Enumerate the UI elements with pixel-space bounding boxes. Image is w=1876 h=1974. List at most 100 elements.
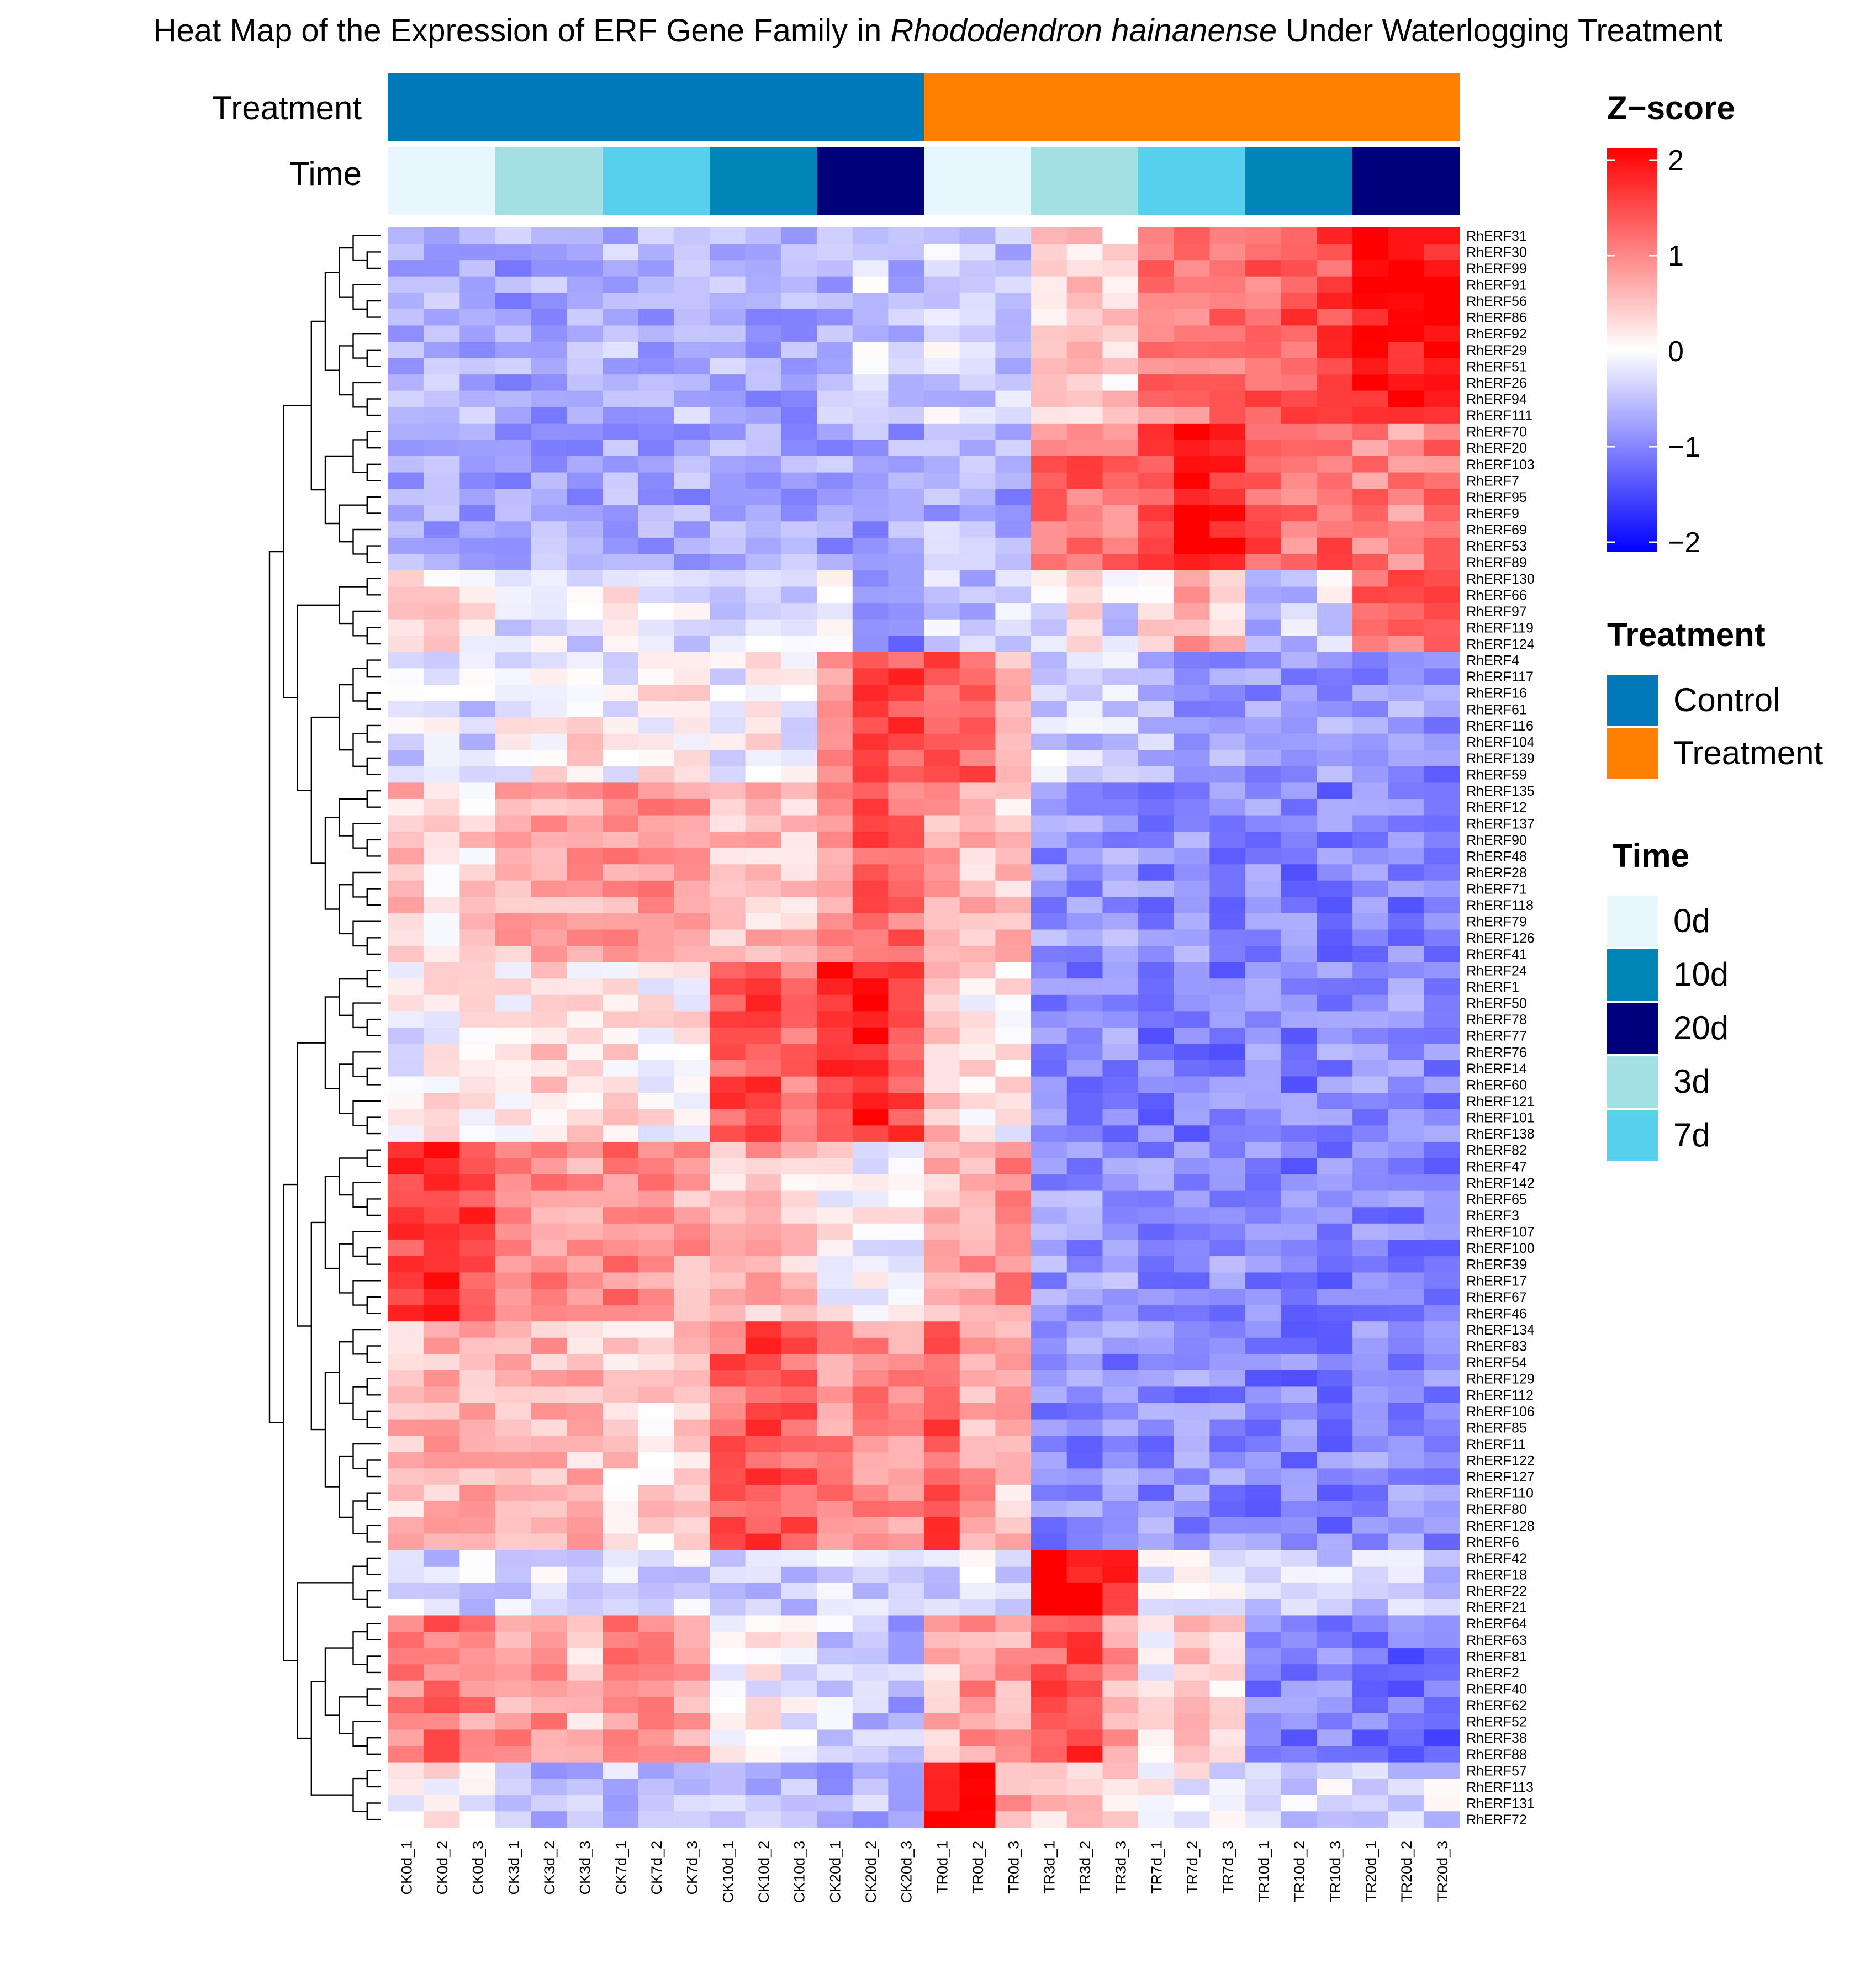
heatmap-cell xyxy=(1209,864,1246,881)
heatmap-cell xyxy=(1245,227,1282,245)
heatmap-cell xyxy=(1388,1337,1425,1354)
heatmap-cell xyxy=(1031,341,1068,359)
heatmap-cell xyxy=(995,309,1032,326)
heatmap-cell xyxy=(1031,1484,1068,1502)
heatmap-cell xyxy=(531,537,567,554)
heatmap-cell xyxy=(1317,276,1353,293)
heatmap-cell xyxy=(531,1713,567,1730)
heatmap-cell xyxy=(1209,848,1246,865)
heatmap-cell xyxy=(603,570,639,588)
heatmap-cell xyxy=(852,717,889,734)
heatmap-cell xyxy=(424,962,460,979)
heatmap-cell xyxy=(1031,864,1068,881)
heatmap-cell xyxy=(852,652,889,669)
heatmap-cell xyxy=(1066,897,1103,914)
heatmap-cell xyxy=(459,994,496,1012)
heatmap-cell xyxy=(1102,407,1139,424)
heatmap-cell xyxy=(1209,1305,1246,1322)
heatmap-cell xyxy=(459,1664,496,1681)
heatmap-cell xyxy=(495,586,532,604)
heatmap-cell xyxy=(1352,293,1389,310)
heatmap-cell xyxy=(1281,864,1318,881)
heatmap-cell xyxy=(1352,1403,1389,1420)
treatment-annotation-cell xyxy=(959,73,996,141)
heatmap-cell xyxy=(1102,1321,1139,1338)
heatmap-cell xyxy=(1102,1501,1139,1518)
heatmap-cell xyxy=(924,750,960,767)
heatmap-cell xyxy=(710,798,746,816)
treatment-annotation-cell xyxy=(852,73,889,141)
heatmap-cell xyxy=(1317,978,1353,996)
heatmap-cell xyxy=(638,1615,674,1632)
time-annotation-cell xyxy=(1209,147,1246,215)
heatmap-cell xyxy=(1424,1746,1460,1763)
heatmap-cell xyxy=(995,1795,1032,1812)
heatmap-cell xyxy=(1209,505,1246,522)
treatment-annotation-cell xyxy=(1281,73,1318,141)
heatmap-cell xyxy=(995,1060,1032,1077)
heatmap-cell xyxy=(995,1093,1032,1110)
heatmap-cell xyxy=(1066,521,1103,538)
heatmap-cell xyxy=(745,701,781,718)
heatmap-cell xyxy=(1245,929,1282,946)
heatmap-cell xyxy=(638,1044,674,1061)
heatmap-cell xyxy=(781,1337,817,1354)
heatmap-cell xyxy=(531,1093,567,1110)
heatmap-cell xyxy=(1066,1697,1103,1714)
heatmap-cell xyxy=(495,913,532,930)
heatmap-cell xyxy=(1281,1011,1318,1028)
heatmap-cell xyxy=(531,913,567,930)
heatmap-cell xyxy=(781,505,817,522)
heatmap-cell xyxy=(1245,880,1282,897)
heatmap-cell xyxy=(1281,227,1318,245)
heatmap-cell xyxy=(638,1321,674,1338)
heatmap-cell xyxy=(638,586,674,604)
heatmap-cell xyxy=(1031,374,1068,391)
heatmap-cell xyxy=(1209,1256,1246,1273)
heatmap-cell xyxy=(1388,1011,1425,1028)
heatmap-cell xyxy=(1066,1664,1103,1681)
heatmap-cell xyxy=(495,1240,532,1257)
heatmap-cell xyxy=(1317,1468,1353,1485)
heatmap-cell xyxy=(710,537,746,554)
heatmap-cell xyxy=(1138,978,1175,996)
heatmap-cell xyxy=(888,978,924,996)
heatmap-cell xyxy=(1174,1550,1211,1567)
heatmap-cell xyxy=(1031,1729,1068,1747)
heatmap-cell xyxy=(852,1109,889,1126)
heatmap-cell xyxy=(603,1664,639,1681)
heatmap-cell xyxy=(817,668,853,685)
heatmap-cell xyxy=(888,913,924,930)
heatmap-cell xyxy=(1209,521,1246,538)
heatmap-cell xyxy=(710,1566,746,1583)
heatmap-cell xyxy=(674,1174,710,1192)
heatmap-cell xyxy=(1066,472,1103,489)
heatmap-cell xyxy=(1102,1256,1139,1273)
heatmap-cell xyxy=(817,1680,853,1697)
heatmap-cell xyxy=(817,1060,853,1077)
column-label: TR0d_2 xyxy=(970,1841,986,1894)
heatmap-cell xyxy=(424,1729,460,1747)
heatmap-cell xyxy=(959,1746,996,1763)
heatmap-cell xyxy=(852,1158,889,1175)
treatment-annotation-cell xyxy=(745,73,781,141)
heatmap-cell xyxy=(1388,1517,1425,1534)
heatmap-cell xyxy=(1174,1648,1211,1665)
heatmap-cell xyxy=(388,815,425,832)
heatmap-cell xyxy=(567,1697,603,1714)
heatmap-cell xyxy=(995,358,1032,375)
heatmap-cell xyxy=(710,1811,746,1828)
heatmap-cell xyxy=(1138,1060,1175,1077)
heatmap-cell xyxy=(674,684,710,702)
heatmap-cell xyxy=(995,521,1032,538)
heatmap-cell xyxy=(1209,358,1246,375)
heatmap-cell xyxy=(1245,1141,1282,1159)
heatmap-cell xyxy=(1102,913,1139,930)
heatmap-cell xyxy=(603,1746,639,1763)
heatmap-cell xyxy=(710,554,746,571)
heatmap-cell xyxy=(1031,1501,1068,1518)
dendrogram-branch xyxy=(339,1063,353,1114)
heatmap-cell xyxy=(710,1664,746,1681)
heatmap-cell xyxy=(1138,1158,1175,1175)
heatmap-cell xyxy=(1138,1370,1175,1388)
